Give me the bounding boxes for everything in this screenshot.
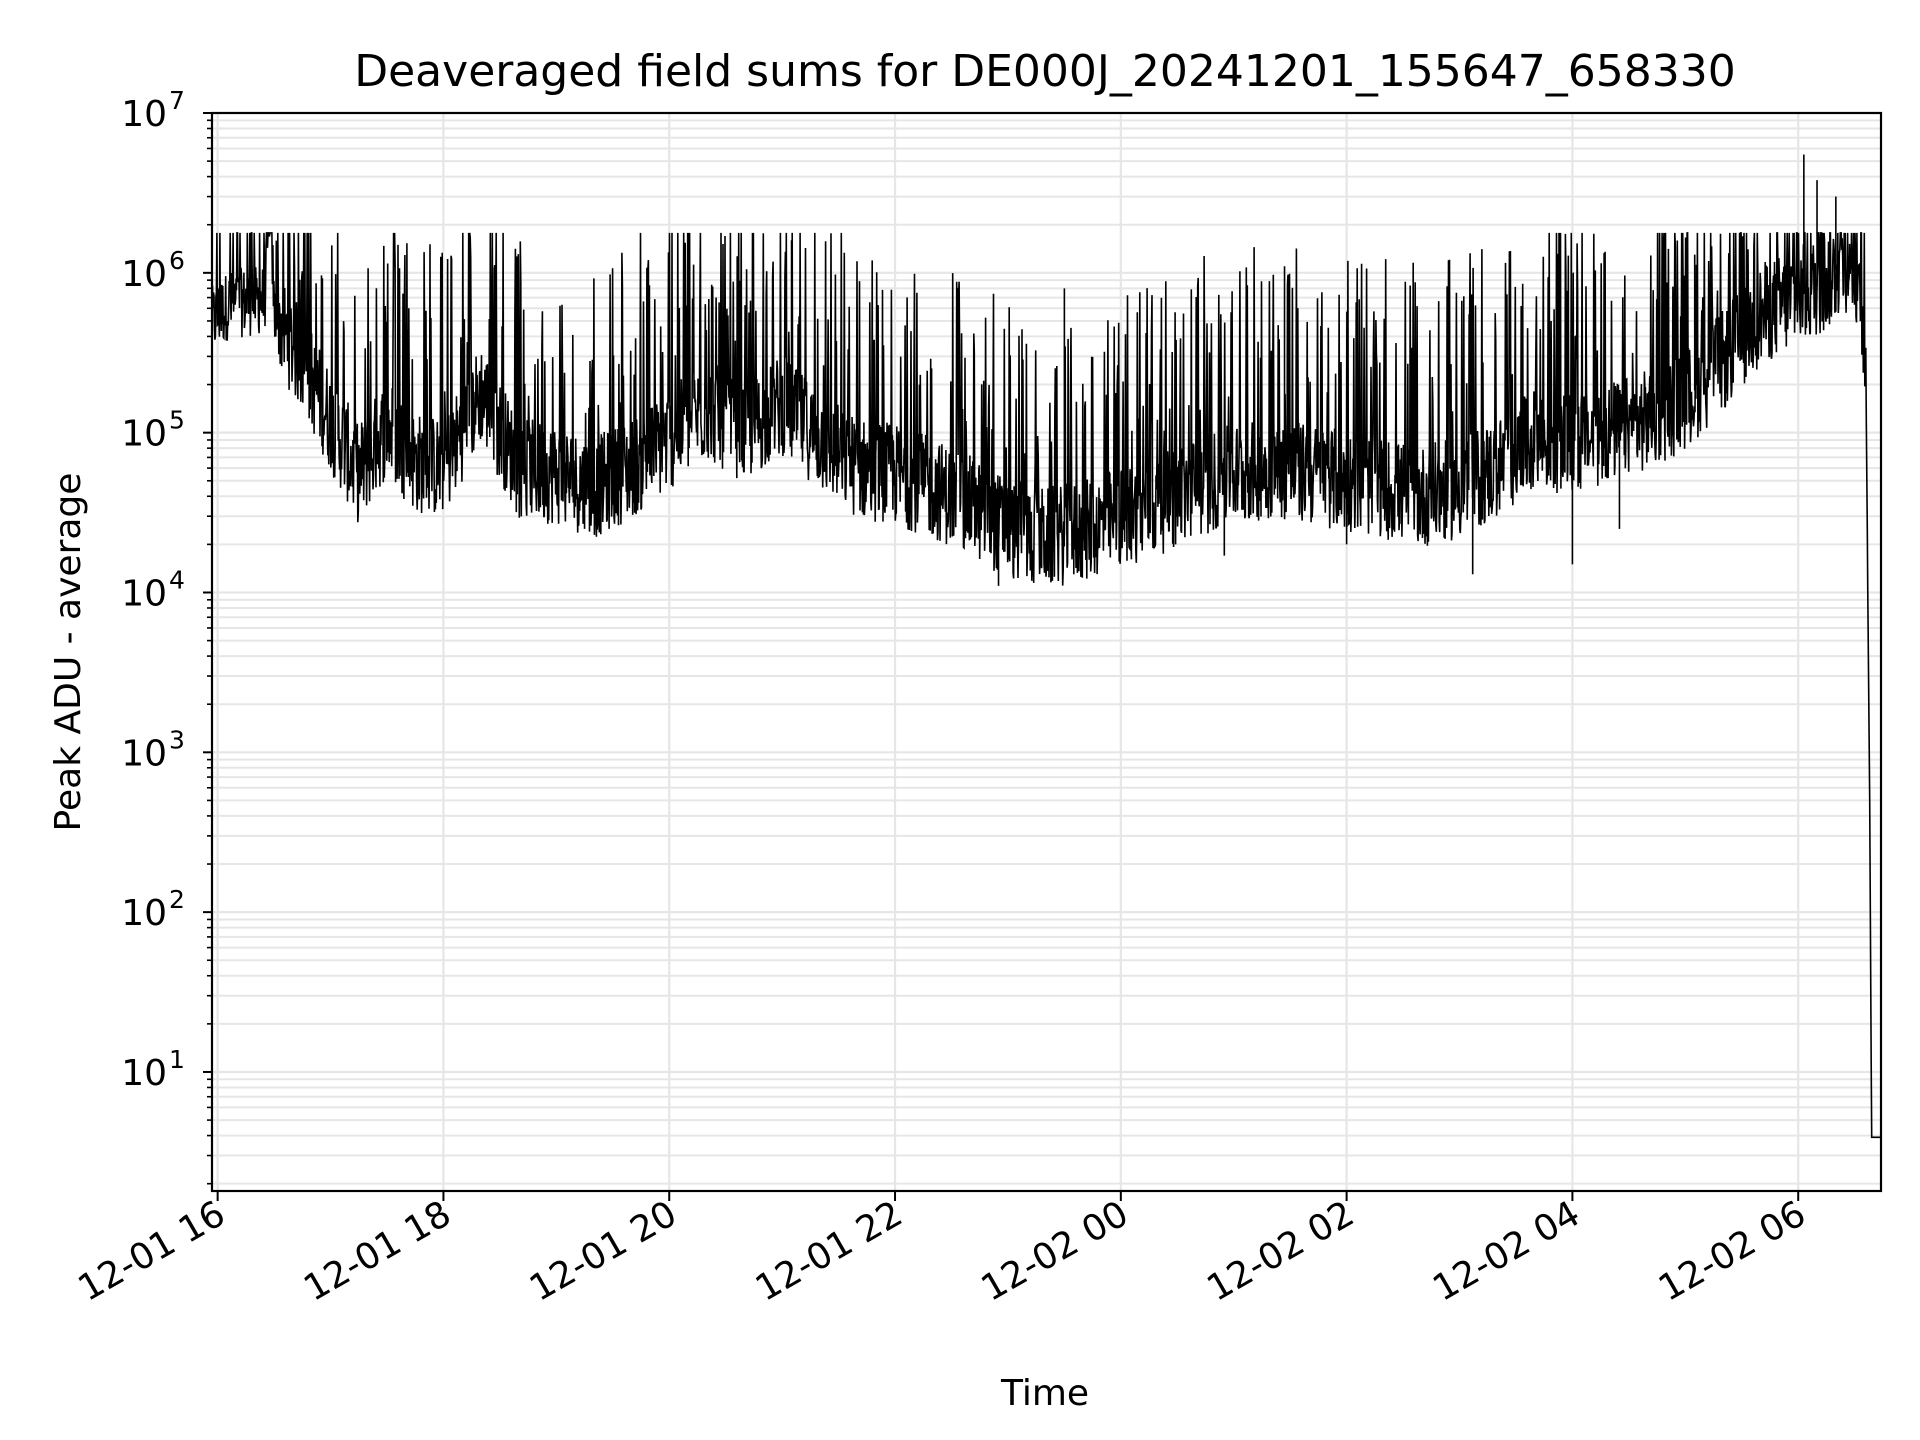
y-tick-label: 10 — [121, 254, 167, 295]
y-tick-label: 10 — [121, 893, 167, 934]
chart-title: Deaveraged field sums for DE000J_2024120… — [354, 46, 1736, 97]
y-tick-exponent: 4 — [169, 565, 185, 594]
x-tick-label: 12-01 22 — [749, 1193, 910, 1309]
y-tick-label: 10 — [121, 94, 167, 135]
y-tick-exponent: 6 — [169, 246, 185, 275]
x-axis-label: Time — [1000, 1373, 1089, 1414]
y-tick-label: 10 — [121, 573, 167, 614]
y-tick-exponent: 2 — [169, 885, 185, 914]
x-tick-label: 12-01 20 — [523, 1193, 684, 1309]
x-tick-label: 12-02 02 — [1200, 1193, 1361, 1309]
series-line — [211, 154, 1881, 1139]
x-tick-label: 12-02 06 — [1652, 1193, 1813, 1309]
y-axis-label: Peak ADU - average — [48, 473, 89, 832]
y-tick-label: 10 — [121, 733, 167, 774]
y-tick-exponent: 3 — [169, 725, 185, 754]
x-tick-label: 12-02 00 — [975, 1193, 1136, 1309]
x-tick-label: 12-01 16 — [71, 1193, 232, 1309]
x-axis: 12-01 16 12-01 18 12-01 20 12-01 22 12-02 00… — [71, 1191, 1813, 1310]
y-tick-label: 10 — [121, 1053, 167, 1094]
x-tick-label: 12-01 18 — [297, 1193, 458, 1309]
y-tick-exponent: 1 — [169, 1045, 185, 1074]
y-tick-label: 10 — [121, 414, 167, 455]
y-tick-exponent: 5 — [169, 406, 185, 435]
plot-frame — [210, 111, 1883, 1193]
series-path — [211, 232, 1881, 1139]
y-tick-exponent: 7 — [169, 86, 185, 115]
x-tick-label: 12-02 04 — [1426, 1193, 1587, 1309]
